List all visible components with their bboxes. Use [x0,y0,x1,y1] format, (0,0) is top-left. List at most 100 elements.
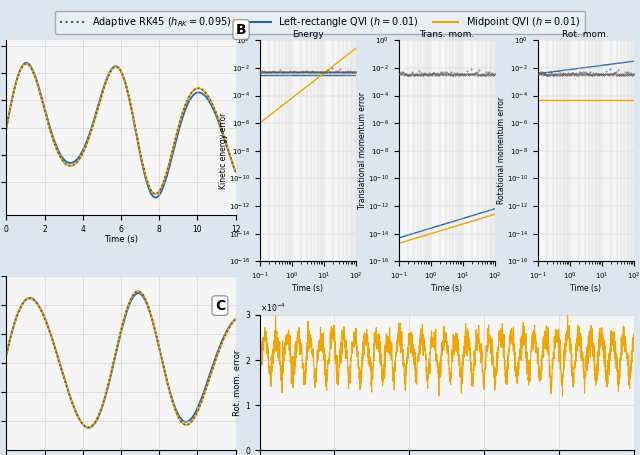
Point [262,68,272,76]
Point [557,71,568,78]
Point [451,70,461,77]
Y-axis label: Rot. mom. error: Rot. mom. error [234,349,243,416]
Point [429,71,440,78]
Point [570,70,580,77]
Point [588,71,598,78]
Point [266,68,276,76]
Point [434,71,444,78]
Point [612,70,623,77]
Point [610,70,620,77]
Point [552,71,562,78]
Point [549,71,559,78]
Point [618,71,628,78]
Point [419,71,429,78]
Point [463,70,474,77]
Point [414,71,424,78]
Point [287,68,297,76]
Point [332,68,342,75]
Point [328,68,339,76]
Point [255,68,266,76]
Point [565,71,575,78]
Point [576,69,586,76]
Point [264,68,275,76]
Point [445,70,456,77]
Point [460,71,470,78]
Point [325,68,335,76]
Point [490,70,500,77]
Point [288,68,298,76]
Point [609,69,619,76]
Point [399,71,409,78]
Point [295,68,305,76]
Point [323,66,333,74]
Point [483,71,493,78]
Point [449,69,459,76]
Point [290,68,300,75]
Point [407,71,417,78]
Point [284,68,294,76]
Point [412,71,422,78]
Point [618,70,628,77]
Point [550,71,561,78]
Point [579,68,589,75]
Point [456,70,466,77]
Point [292,68,303,75]
Point [536,68,547,75]
Point [398,70,408,77]
Point [257,68,268,76]
Point [273,68,283,76]
Text: C: C [215,298,225,313]
Legend: Adaptive RK45 ($h_{RK} = 0.095$), Left-rectangle QVI ($h = 0.01$), Midpoint QVI : Adaptive RK45 ($h_{RK} = 0.095$), Left-r… [56,10,584,34]
Point [280,68,290,76]
Point [538,71,548,78]
Point [545,71,555,79]
Text: B: B [236,23,246,36]
Point [627,71,637,78]
Point [597,71,607,79]
Point [417,71,427,78]
Point [428,70,438,77]
Point [470,69,480,76]
Point [405,71,415,78]
Point [470,70,481,77]
Point [536,71,546,78]
Point [309,68,319,76]
Point [344,68,354,75]
Point [317,68,328,76]
Point [403,71,413,79]
Point [614,71,625,78]
Point [408,71,418,78]
Point [403,71,413,78]
Point [437,70,447,77]
Point [413,67,424,74]
Point [582,71,592,78]
Point [568,69,578,76]
Point [321,68,331,76]
Point [606,71,616,78]
Point [410,71,420,78]
Point [308,68,319,76]
Point [581,70,591,77]
Point [621,70,632,77]
Point [471,70,481,77]
Point [580,71,591,79]
Point [296,67,307,75]
Point [532,70,543,77]
Point [307,67,317,75]
Point [548,71,558,78]
Point [292,68,302,76]
Point [435,70,445,77]
Point [406,68,417,76]
Point [484,71,494,78]
Point [534,70,544,77]
Point [279,68,289,76]
Point [337,68,348,76]
X-axis label: Time (s): Time (s) [570,284,601,293]
Point [289,68,299,76]
Point [454,71,464,78]
Point [294,68,304,76]
Point [416,71,426,78]
Point [302,68,312,76]
Point [262,68,273,76]
Point [600,71,610,78]
